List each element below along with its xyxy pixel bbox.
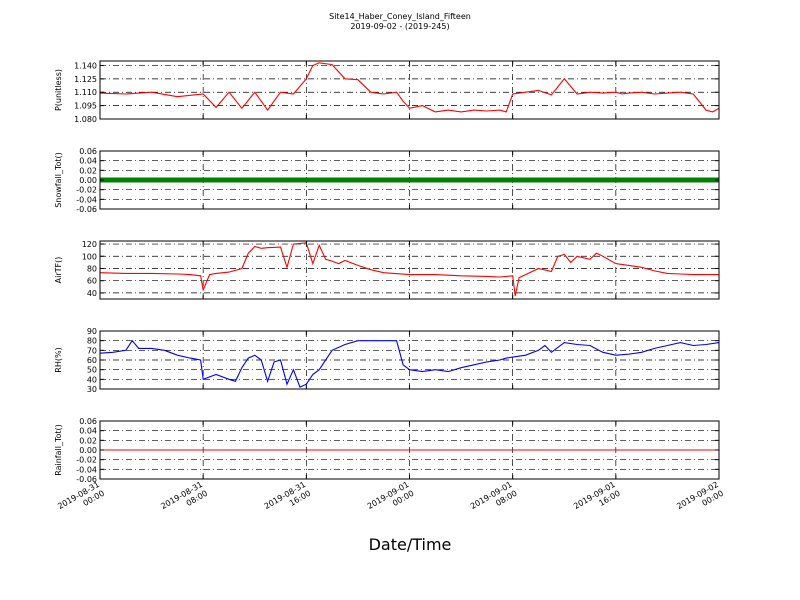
- y-tick-label: 0.04: [79, 427, 97, 436]
- y-axis-label: AirTF(): [54, 257, 63, 284]
- x-axis-label: Date/Time: [369, 535, 452, 554]
- y-tick-label: 0.00: [79, 446, 97, 455]
- y-tick-label: 80: [87, 264, 97, 273]
- y-axis-label: Snowfall_Tot(): [54, 152, 63, 208]
- panel-4: 0.060.040.020.00-0.02-0.04-0.06 Rainfall_…: [54, 417, 720, 484]
- y-axis-label: RH(%): [54, 347, 63, 372]
- y-tick-label: -0.04: [76, 195, 97, 204]
- y-tick-label: 1.080: [74, 115, 97, 124]
- y-tick-label: 0.00: [79, 176, 97, 185]
- series-3-line: [99, 339, 720, 388]
- y-tick-label: 0.04: [79, 157, 97, 166]
- y-tick-label: -0.06: [76, 475, 97, 484]
- y-tick-label: 0.06: [79, 147, 97, 156]
- y-tick-label: 1.125: [74, 75, 97, 84]
- panel-2: 120 100 80 60 40 AirTF(): [54, 240, 720, 300]
- y-tick-label: 40: [87, 289, 97, 298]
- y-tick-label: 90: [87, 327, 97, 336]
- series-0-line: [99, 62, 720, 113]
- y-tick-label: -0.02: [76, 186, 97, 195]
- panel-0: 1.140 1.125 1.110 1.095 1.080 P(unitless): [54, 60, 720, 124]
- y-axis-label: Rainfall_Tot(): [54, 424, 63, 476]
- series-2-line: [99, 242, 719, 297]
- y-tick-label: 70: [87, 346, 97, 355]
- y-axis-label: P(unitless): [54, 69, 63, 111]
- y-tick-label: 0.02: [79, 166, 97, 175]
- y-tick-label: -0.02: [76, 456, 97, 465]
- y-tick-label: 60: [87, 277, 97, 286]
- y-tick-label: 80: [87, 337, 97, 346]
- y-tick-label: -0.06: [76, 205, 97, 214]
- y-tick-label: 1.110: [74, 88, 97, 97]
- y-tick-label: 30: [87, 385, 97, 394]
- y-tick-label: 1.140: [74, 61, 97, 70]
- chart-title: Site14_Haber_Coney_Island_Fifteen: [329, 12, 471, 21]
- y-tick-label: -0.04: [76, 465, 97, 474]
- y-tick-label: 60: [87, 356, 97, 365]
- panels: 1.140 1.125 1.110 1.095 1.080 P(unitless) 0.06…: [54, 60, 720, 484]
- y-tick-label: 0.02: [79, 436, 97, 445]
- y-tick-label: 100: [82, 252, 97, 261]
- y-tick-label: 40: [87, 375, 97, 384]
- y-tick-label: 120: [82, 240, 97, 249]
- chart-subtitle: 2019-09-02 - (2019-245): [350, 22, 449, 31]
- y-tick-label: 50: [87, 366, 97, 375]
- y-tick-label: 1.095: [74, 102, 97, 111]
- panel-1: 0.060.040.020.00-0.02-0.04-0.06 Snowfall_…: [54, 147, 720, 214]
- y-tick-label: 0.06: [79, 417, 97, 426]
